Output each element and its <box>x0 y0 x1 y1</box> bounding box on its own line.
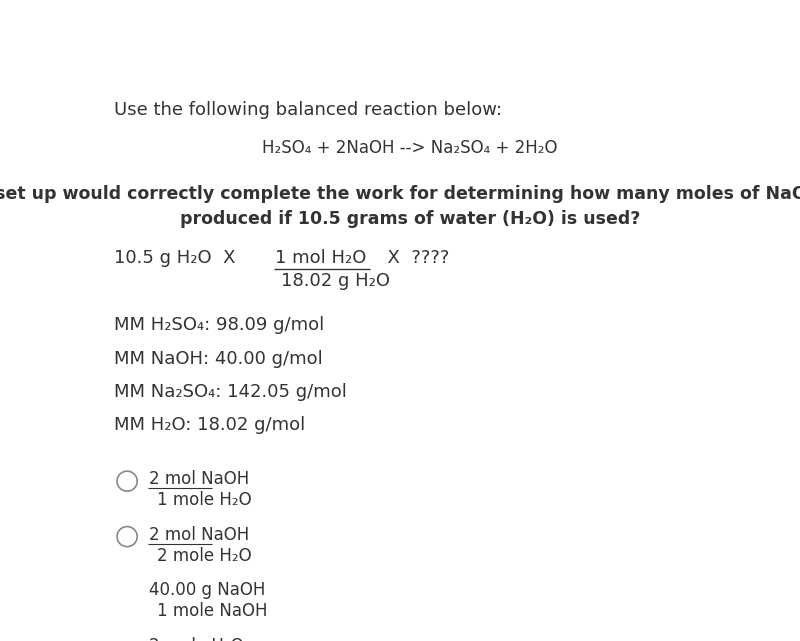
Text: 2 mole H₂O: 2 mole H₂O <box>157 547 251 565</box>
Text: 18.02 g H₂O: 18.02 g H₂O <box>282 272 390 290</box>
Text: 10.5 g H₂O  X: 10.5 g H₂O X <box>114 249 247 267</box>
Text: 2 mol NaOH: 2 mol NaOH <box>149 470 249 488</box>
Text: MM H₂O: 18.02 g/mol: MM H₂O: 18.02 g/mol <box>114 416 306 434</box>
Text: 1 mol H₂O: 1 mol H₂O <box>275 249 366 267</box>
Text: H₂SO₄ + 2NaOH --> Na₂SO₄ + 2H₂O: H₂SO₄ + 2NaOH --> Na₂SO₄ + 2H₂O <box>262 139 558 157</box>
Text: 2 mol NaOH: 2 mol NaOH <box>149 526 249 544</box>
Text: X  ????: X ???? <box>376 249 450 267</box>
Text: Which set up would correctly complete the work for determining how many moles of: Which set up would correctly complete th… <box>0 185 800 228</box>
Text: MM NaOH: 40.00 g/mol: MM NaOH: 40.00 g/mol <box>114 349 322 367</box>
Text: 40.00 g NaOH: 40.00 g NaOH <box>149 581 266 599</box>
Text: 1 mole NaOH: 1 mole NaOH <box>157 602 267 620</box>
Text: 2 mole H₂O: 2 mole H₂O <box>149 637 243 641</box>
Text: MM Na₂SO₄: 142.05 g/mol: MM Na₂SO₄: 142.05 g/mol <box>114 383 347 401</box>
Text: MM H₂SO₄: 98.09 g/mol: MM H₂SO₄: 98.09 g/mol <box>114 317 324 335</box>
Text: Use the following balanced reaction below:: Use the following balanced reaction belo… <box>114 101 502 119</box>
Text: 1 mole H₂O: 1 mole H₂O <box>157 491 251 509</box>
